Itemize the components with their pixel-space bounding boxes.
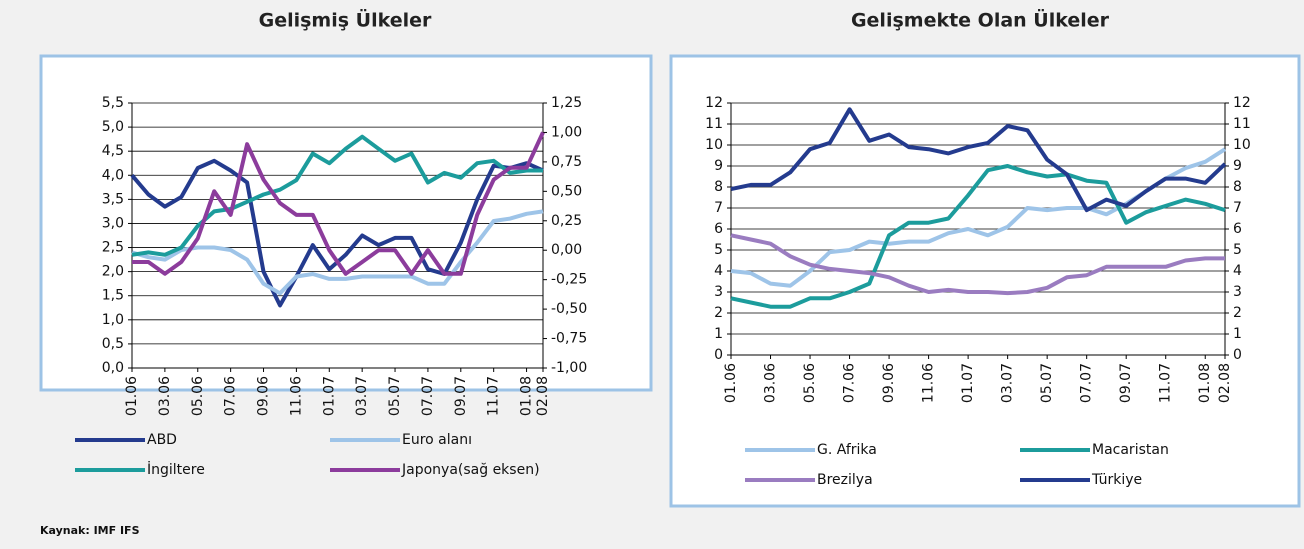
y-tick-label: 5,0	[102, 119, 124, 135]
y2-tick-label: 2	[1233, 305, 1242, 321]
y-tick-label: 3,5	[102, 191, 124, 207]
legend-label: İngiltere	[147, 460, 205, 478]
series-line	[131, 209, 544, 296]
x-tick-label: 11.07	[1158, 363, 1174, 403]
x-tick-label: 05.06	[190, 376, 206, 416]
series-line	[132, 131, 545, 276]
y-tick-label: 0	[714, 347, 723, 363]
x-tick-label: 03.07	[354, 376, 370, 416]
legend-label: Euro alanı	[402, 432, 472, 448]
y-tick-label: 5	[714, 242, 723, 258]
y2-tick-label: 11	[1233, 116, 1251, 132]
x-tick-label: 01.08	[1197, 363, 1213, 403]
x-tick-label: 09.07	[1118, 363, 1134, 403]
y-tick-label: 3	[714, 284, 723, 300]
chart-title: Gelişmekte Olan Ülkeler	[851, 8, 1110, 32]
series-line	[730, 107, 1227, 213]
y2-tick-label: 0,00	[551, 242, 582, 258]
x-tick-label: 11.06	[921, 363, 937, 403]
x-tick-label: 02.08	[1217, 363, 1233, 403]
panel	[669, 54, 1301, 508]
series-line	[131, 134, 543, 257]
x-tick-label: 07.06	[223, 376, 239, 416]
y-tick-label: 2,0	[102, 264, 124, 280]
x-tick-label: 07.06	[842, 363, 858, 403]
y2-tick-label: 0,25	[551, 213, 582, 229]
y2-tick-label: 1	[1233, 326, 1242, 342]
y-tick-label: 12	[705, 95, 723, 111]
y2-tick-label: 9	[1233, 158, 1242, 174]
source: Kaynak: IMF IFS	[40, 524, 140, 537]
legend-label: G. Afrika	[817, 442, 877, 458]
y-tick-label: 7	[714, 200, 723, 216]
y-tick-label: 3,0	[102, 215, 124, 231]
y-tick-label: 5,5	[102, 95, 124, 111]
legend-label: ABD	[147, 432, 177, 448]
panel	[39, 54, 653, 392]
y2-tick-label: -0,50	[551, 301, 587, 317]
y2-tick-label: 12	[1233, 95, 1251, 111]
x-tick-label: 09.06	[256, 376, 272, 416]
x-tick-label: 01.07	[321, 376, 337, 416]
x-tick-label: 11.07	[486, 376, 502, 416]
y-tick-label: 4,5	[102, 143, 124, 159]
y-tick-label: 11	[705, 116, 723, 132]
x-tick-label: 01.06	[723, 363, 739, 403]
x-tick-label: 03.07	[1000, 363, 1016, 403]
y-tick-label: 1,0	[102, 312, 124, 328]
x-tick-label: 03.06	[157, 376, 173, 416]
legend-label: Türkiye	[1091, 472, 1142, 488]
legend-label: Japonya(sağ eksen)	[401, 462, 540, 478]
x-tick-label: 09.06	[881, 363, 897, 403]
y2-tick-label: 0,50	[551, 183, 582, 199]
series-line	[730, 164, 1226, 309]
x-tick-label: 01.08	[519, 376, 535, 416]
x-tick-label: 05.07	[1039, 363, 1055, 403]
y-tick-label: 1	[714, 326, 723, 342]
x-tick-label: 01.06	[124, 376, 140, 416]
x-tick-label: 07.07	[1079, 363, 1095, 403]
y2-tick-label: 3	[1233, 284, 1242, 300]
y2-tick-label: 5	[1233, 242, 1242, 258]
y-tick-label: 6	[714, 221, 723, 237]
y-tick-label: 9	[714, 158, 723, 174]
x-tick-label: 05.06	[802, 363, 818, 403]
y2-tick-label: -1,00	[551, 360, 587, 376]
y2-tick-label: 4	[1233, 263, 1242, 279]
y-tick-label: 4,0	[102, 167, 124, 183]
y-tick-label: 10	[705, 137, 723, 153]
y2-tick-label: 10	[1233, 137, 1251, 153]
x-tick-label: 01.07	[960, 363, 976, 403]
y2-tick-label: 0	[1233, 347, 1242, 363]
y2-tick-label: 8	[1233, 179, 1242, 195]
y-tick-label: 0,5	[102, 336, 124, 352]
y2-tick-label: -0,25	[551, 272, 587, 288]
x-tick-label: 05.07	[387, 376, 403, 416]
y2-tick-label: 0,75	[551, 154, 582, 170]
legend-label: Brezilya	[817, 472, 873, 488]
y-tick-label: 8	[714, 179, 723, 195]
series-line	[730, 233, 1225, 296]
chart-title: Gelişmiş Ülkeler	[259, 8, 432, 32]
x-tick-label: 02.08	[535, 376, 551, 416]
x-tick-label: 11.06	[288, 376, 304, 416]
x-tick-label: 03.06	[763, 363, 779, 403]
y-tick-label: 2,5	[102, 240, 124, 256]
y-tick-label: 1,5	[102, 288, 124, 304]
y2-tick-label: 1,00	[551, 124, 582, 140]
y-tick-label: 2	[714, 305, 723, 321]
legend-label: Macaristan	[1092, 442, 1169, 458]
y-tick-label: 4	[714, 263, 723, 279]
y2-tick-label: 7	[1233, 200, 1242, 216]
y2-tick-label: -0,75	[551, 331, 587, 347]
x-tick-label: 09.07	[453, 376, 469, 416]
y2-tick-label: 1,25	[551, 95, 582, 111]
x-tick-label: 07.07	[420, 376, 436, 416]
y2-tick-label: 6	[1233, 221, 1242, 237]
y-tick-label: 0,0	[102, 360, 124, 376]
